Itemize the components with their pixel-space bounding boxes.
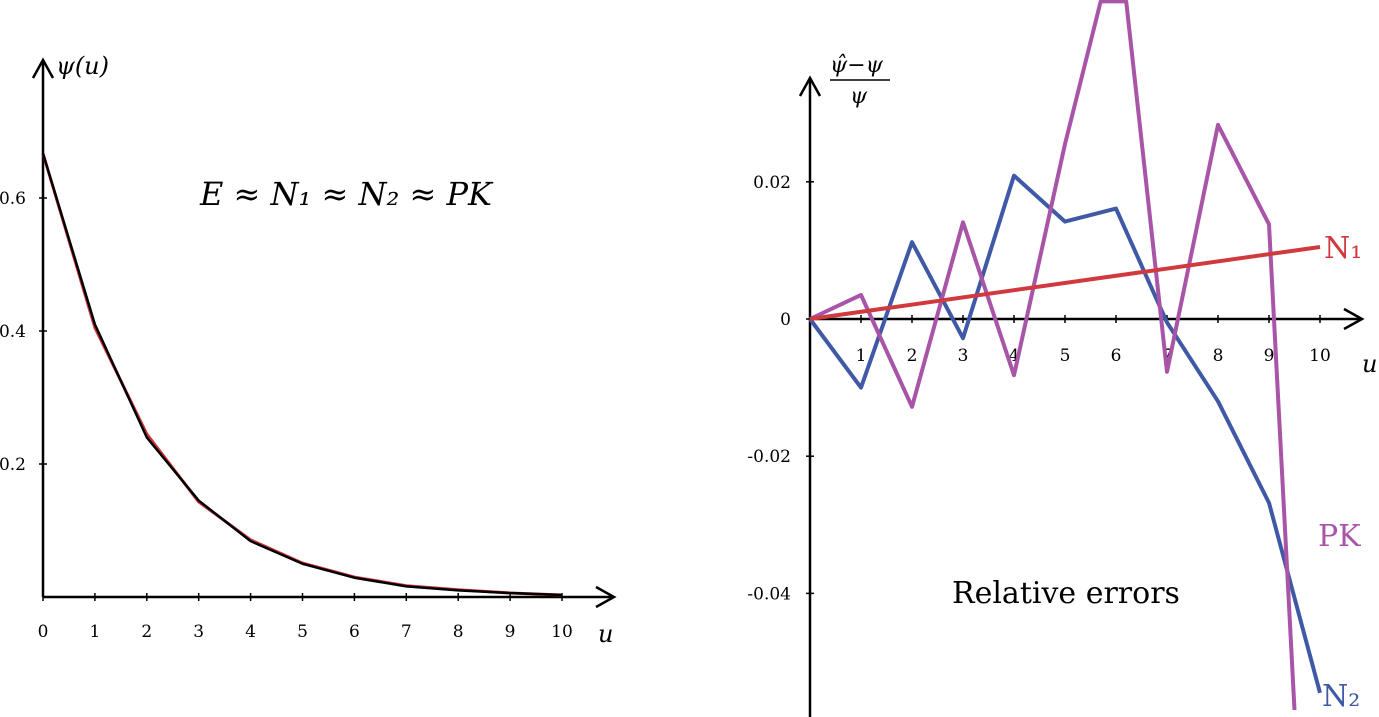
right-panel-title: Relative errors [952,576,1180,611]
right-x-tick-label: 10 [1309,346,1331,366]
right-ticks: 1 2 3 4 5 6 7 8 9 100.020-0.02-0.04 [747,173,1330,605]
right-y-tick-label: 0.02 [753,173,791,193]
right-x-tick-label: 1 [856,346,867,366]
series-label-n1: N₁ [1324,231,1362,266]
left-x-axis-label: u [598,620,613,648]
left-series-line-0 [41,153,563,597]
left-x-tick-label: 9 [505,622,516,642]
left-x-tick-label: 1 [89,622,100,642]
left-series-line-1 [41,153,563,597]
right-y-label-denominator: ψ [850,84,868,109]
right-series-group [808,0,1322,711]
series-label-n2: N₂ [1322,679,1360,714]
left-x-tick-label: 3 [193,622,204,642]
right-chart: 1 2 3 4 5 6 7 8 9 100.020-0.02-0.04 ψ̂−ψ ψ u Rela… [747,0,1377,717]
right-x-tick-label: 9 [1264,346,1275,366]
left-x-tick-label: 5 [297,622,308,642]
left-series-group [41,153,563,597]
right-x-tick-label: 2 [907,346,918,366]
left-y-axis-arrow [31,57,55,79]
right-series-line-1 [809,0,1297,711]
series-label-pk: PK [1318,519,1361,554]
left-x-tick-label: 6 [349,622,360,642]
right-x-tick-label: 4 [1009,346,1020,366]
right-x-axis-label: u [1362,350,1377,378]
right-y-tick-label: -0.02 [747,447,791,467]
right-x-tick-label: 8 [1213,346,1224,366]
left-x-tick-label: 2 [141,622,152,642]
left-ticks: 0 1 2 3 4 5 6 7 8 9 10 0.6 0.4 0.2 [0,189,573,642]
left-x-tick-label: 10 [551,622,573,642]
left-x-tick-label: 4 [245,622,256,642]
left-y-axis-label: ψ(u) [56,52,109,80]
right-y-axis-label: ψ̂−ψ ψ [830,53,890,109]
left-y-tick-label: 0.2 [0,455,26,475]
right-x-tick-label: 5 [1060,346,1071,366]
right-x-tick-label: 3 [958,346,969,366]
left-x-tick-label: 0 [38,622,49,642]
right-series-line-0 [809,244,1321,321]
left-x-tick-label: 7 [401,622,412,642]
left-y-tick-label: 0.6 [0,189,26,209]
right-y-tick-label: -0.04 [747,584,791,604]
left-y-tick-label: 0.4 [0,322,26,342]
right-y-tick-label: 0 [780,310,791,330]
left-x-tick-label: 8 [453,622,464,642]
left-x-axis-arrow [595,585,617,609]
left-annotation-formula: E ≈ N₁ ≈ N₂ ≈ PK [199,175,494,213]
right-series-line-2 [808,173,1322,694]
left-chart: 0 1 2 3 4 5 6 7 8 9 10 0.6 0.4 0.2 ψ(u) u E ≈ N₁ ≈ N₂… [0,52,617,648]
right-y-label-numerator: ψ̂−ψ [830,53,884,78]
left-axes [31,57,617,609]
right-y-axis-arrow [798,75,822,97]
right-x-tick-label: 6 [1111,346,1122,366]
right-x-axis-arrow [1343,307,1365,331]
